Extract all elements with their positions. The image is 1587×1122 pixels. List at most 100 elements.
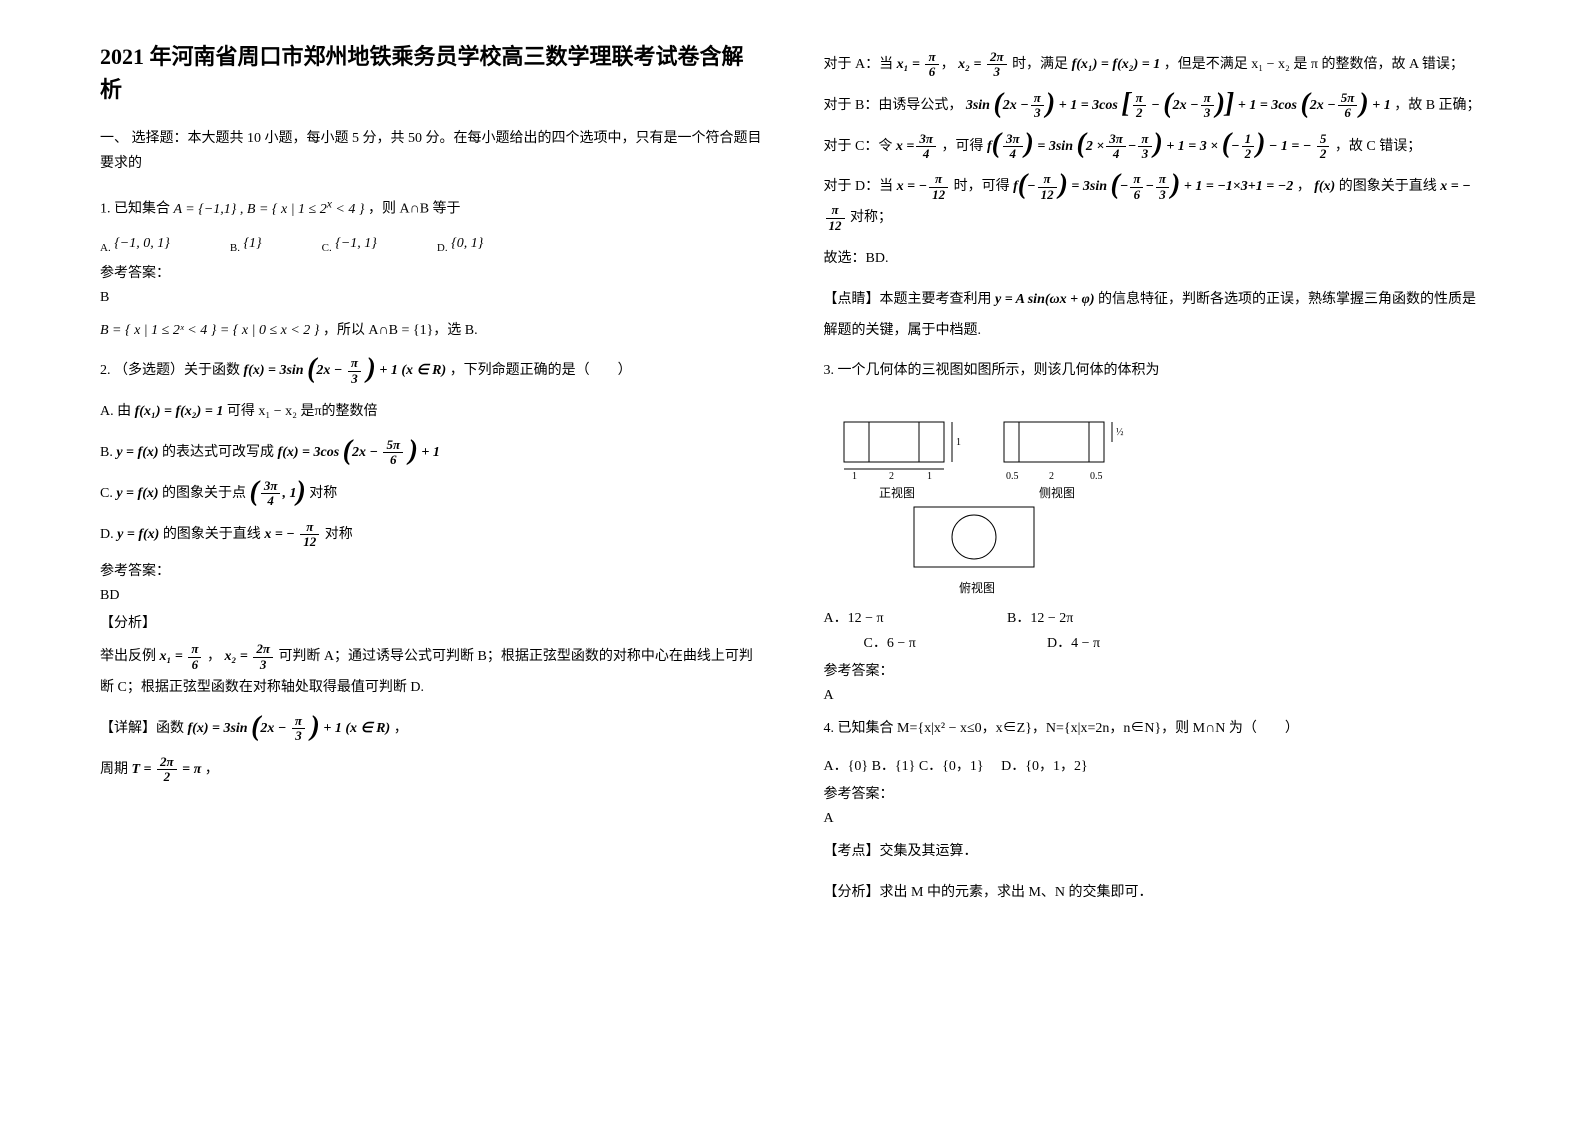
q2d-body: y = f(x) bbox=[117, 527, 159, 542]
q2-rd-end2: 对称； bbox=[850, 210, 892, 225]
side-view-label: 侧视图 bbox=[1039, 485, 1075, 500]
q2-det-body: f(x) = 3sin bbox=[188, 721, 248, 736]
q2-ra-x1n: π bbox=[925, 50, 938, 65]
q2-det-head: 【详解】函数 bbox=[100, 721, 184, 736]
q2-ana-x2: x₂ = 2π3 bbox=[224, 649, 278, 664]
q2-analysis: 举出反例 x₁ = π6 ， x₂ = 2π3 可判断 A；通过诱导公式可判断 … bbox=[100, 642, 764, 704]
q1-ans: B bbox=[100, 290, 764, 306]
q2-rd-eq1: = 3sin bbox=[1071, 179, 1107, 194]
q2-rc-rn: 5 bbox=[1317, 132, 1330, 147]
q2-rb-a2: 2x − bbox=[1173, 98, 1199, 113]
q2b-den: 6 bbox=[383, 453, 403, 467]
q2-rc-vd: 2 bbox=[1242, 147, 1255, 161]
q2-ana-x2-lbl: x₂ = bbox=[224, 649, 247, 664]
q3-opt-d: D．4 − π bbox=[1047, 636, 1100, 651]
q1-expl-suffix: ，所以 A∩B = {1}，选 B. bbox=[323, 323, 478, 338]
q2-dj-func: y = A sin(ωx + φ) bbox=[995, 292, 1094, 307]
q2c-mid: 的图象关于点 bbox=[162, 486, 246, 501]
q2-ana-x1-num: π bbox=[188, 642, 201, 657]
q2-period: 周期 T = 2π2 = π ， bbox=[100, 755, 764, 786]
q2b-func: f(x) = 3cos (2x − 5π6 ) + 1 bbox=[278, 445, 440, 460]
q1-stem-prefix: 1. 已知集合 bbox=[100, 202, 170, 217]
q2-ana-x2-den: 3 bbox=[253, 658, 273, 672]
q2-rb-end: ，故 B 正确； bbox=[1394, 98, 1480, 113]
q2-rb-d1: 3 bbox=[1031, 106, 1044, 120]
q2-rd-fx: f(x) bbox=[1314, 179, 1335, 194]
q2c-den: 4 bbox=[261, 494, 281, 508]
q4-opt-c: C．{0，1} bbox=[919, 759, 984, 774]
q1-opt-d-val: {0, 1} bbox=[451, 236, 483, 251]
q3-opt-a: A．12 − π bbox=[824, 607, 1004, 627]
q2b-suffix: + 1 bbox=[421, 445, 439, 460]
q2-rb-a3: 2x − bbox=[1310, 98, 1336, 113]
q2-stem-prefix: 2. （多选题）关于函数 bbox=[100, 363, 240, 378]
q2-rd-suffix: ， bbox=[1297, 179, 1311, 194]
q1-set: A = {−1,1} , B = { x | 1 ≤ 2x < 4 } bbox=[174, 202, 368, 217]
q2-rb-n1: π bbox=[1031, 91, 1044, 106]
q2a-suffix: 可得 x₁ − x₂ 是π的整数倍 bbox=[227, 404, 378, 419]
q2-ana-x1-den: 6 bbox=[188, 658, 201, 672]
q2-det-num: π bbox=[292, 714, 305, 729]
q2d-mid: 的图象关于直线 bbox=[163, 527, 261, 542]
q2-det-den: 3 bbox=[292, 729, 305, 743]
svg-text:1: 1 bbox=[852, 471, 857, 482]
q2-rc-vn: 1 bbox=[1242, 132, 1255, 147]
q2b-body: y = f(x) bbox=[116, 445, 158, 460]
three-views-diagram: 1 2 1 1 正视图 0.5 2 0.5 bbox=[824, 397, 1488, 597]
q2-rc-arg: 2 × bbox=[1086, 139, 1104, 154]
q2-rb-expr: 3sin (2x −π3) + 1 = 3cos [π2 − (2x −π3)]… bbox=[966, 98, 1394, 113]
q2a-prefix: A. 由 bbox=[100, 404, 131, 419]
three-views-svg: 1 2 1 1 正视图 0.5 2 0.5 bbox=[824, 397, 1144, 597]
q2-rc-x: x = bbox=[896, 139, 914, 154]
q2-resA: 对于 A：当 x₁ = π6， x₂ = 2π3 时，满足 f(x₁) = f(… bbox=[824, 50, 1488, 81]
q2-rd-eq2: + 1 = −1×3+1 = −2 bbox=[1184, 179, 1293, 194]
svg-text:0.5: 0.5 bbox=[1090, 471, 1103, 482]
q2-rd-end1: 的图象关于直线 bbox=[1339, 179, 1437, 194]
question-1: 1. 已知集合 A = {−1,1} , B = { x | 1 ≤ 2x < … bbox=[100, 191, 764, 225]
question-4: 4. 已知集合 M={x|x² − x≤0，x∈Z}，N={x|x=2n，n∈N… bbox=[824, 714, 1488, 745]
q2c-prefix: C. bbox=[100, 486, 113, 501]
q2-rd-expr: f(−π12) = 3sin (−π6−π3) + 1 = −1×3+1 = −… bbox=[1013, 179, 1297, 194]
q4-opt-d: D．{0，1，2} bbox=[1001, 759, 1088, 774]
q2-rb-suffix: + 1 bbox=[1372, 98, 1390, 113]
q3-opt-b: B．12 − 2π bbox=[1007, 611, 1073, 626]
q2-rb-m3: + 1 = 3cos bbox=[1238, 98, 1297, 113]
q1-opt-a: A. {−1, 0, 1} bbox=[100, 236, 170, 254]
q2d-suffix: 对称 bbox=[325, 527, 353, 542]
q2-rd-line: x = − bbox=[1440, 179, 1470, 194]
q2-resD: 对于 D：当 x = −π12 时，可得 f(−π12) = 3sin (−π6… bbox=[824, 172, 1488, 234]
q2-ans: BD bbox=[100, 588, 764, 604]
q2-func-den: 3 bbox=[348, 372, 361, 386]
q2-rd-pd: 3 bbox=[1156, 188, 1169, 202]
q2-rb-n4: 5π bbox=[1338, 91, 1358, 106]
q2-resC: 对于 C：令 x =3π4 ，可得 f(3π4) = 3sin (2 ×3π4−… bbox=[824, 132, 1488, 163]
q2-func-num: π bbox=[348, 356, 361, 371]
q2-opt-c: C. y = f(x) 的图象关于点 (3π4, 1) 对称 bbox=[100, 479, 764, 510]
q1-opt-b: B. {1} bbox=[230, 236, 262, 254]
q3-ans: A bbox=[824, 688, 1488, 704]
q2-rc-ad: 4 bbox=[1106, 147, 1126, 161]
q2-ra-x1d: 6 bbox=[925, 65, 938, 79]
q2-rd-xd: 12 bbox=[929, 188, 948, 202]
q2-rd-prefix: 对于 D：当 bbox=[824, 179, 894, 194]
q2-rd-fd: 12 bbox=[1038, 188, 1057, 202]
q4-ans: A bbox=[824, 811, 1488, 827]
q2b-func-body: f(x) = 3cos bbox=[278, 445, 340, 460]
q2-rc-pn: π bbox=[1138, 132, 1151, 147]
svg-text:1: 1 bbox=[956, 437, 961, 448]
q2-rd-neg2: − bbox=[1120, 179, 1128, 194]
q1-opt-c-val: {−1, 1} bbox=[335, 236, 377, 251]
q1-opt-b-val: {1} bbox=[243, 236, 261, 251]
q4-opt-a: A．{0} bbox=[824, 759, 869, 774]
q3-ans-head: 参考答案： bbox=[824, 660, 1488, 680]
q1-set-suffix: < 4 } bbox=[332, 202, 365, 217]
q2-rc-eq1: = 3sin bbox=[1037, 139, 1073, 154]
q2-rc-fn: 3π bbox=[1003, 132, 1023, 147]
q3-opt-c: C．6 − π bbox=[864, 632, 1044, 652]
q2-rd-fn: π bbox=[1038, 172, 1057, 187]
q2-func-body: f(x) = 3sin bbox=[244, 363, 304, 378]
q2-per-prefix: 周期 bbox=[100, 762, 128, 777]
svg-text:0.5: 0.5 bbox=[1006, 471, 1019, 482]
q2-rc-rd: 2 bbox=[1317, 147, 1330, 161]
q2c-body: y = f(x) bbox=[116, 486, 158, 501]
